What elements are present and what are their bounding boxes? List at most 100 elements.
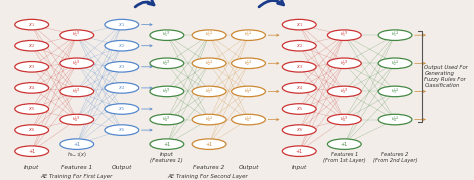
- Circle shape: [60, 114, 94, 125]
- Text: $k_1^{(1)}$: $k_1^{(1)}$: [73, 30, 81, 40]
- Circle shape: [15, 62, 48, 72]
- Text: $x_5$: $x_5$: [118, 105, 125, 113]
- Text: $x_5$: $x_5$: [28, 105, 35, 113]
- Circle shape: [328, 114, 361, 125]
- Circle shape: [60, 86, 94, 97]
- Circle shape: [328, 58, 361, 69]
- Text: $x_6$: $x_6$: [28, 126, 35, 134]
- Text: $k_4^{(2)}$: $k_4^{(2)}$: [391, 114, 400, 125]
- Circle shape: [105, 19, 139, 30]
- Text: +1: +1: [28, 149, 35, 154]
- Text: $x_1$: $x_1$: [296, 21, 303, 29]
- Text: Output: Output: [111, 165, 132, 170]
- Circle shape: [150, 114, 184, 125]
- Circle shape: [283, 146, 316, 156]
- Text: $k_3^{(1)}$: $k_3^{(1)}$: [73, 86, 81, 97]
- Text: $k_3^{(2)}$: $k_3^{(2)}$: [205, 86, 214, 97]
- Text: +1: +1: [296, 149, 303, 154]
- Circle shape: [15, 19, 48, 30]
- Circle shape: [60, 30, 94, 40]
- Circle shape: [15, 104, 48, 114]
- Text: $x_6$: $x_6$: [118, 126, 125, 134]
- Text: $k_2^{(2)}$: $k_2^{(2)}$: [391, 58, 400, 69]
- Text: Input: Input: [24, 165, 39, 170]
- Text: $k_2^{(1)}$: $k_2^{(1)}$: [163, 58, 171, 69]
- Text: $h_{k-1}(x)$: $h_{k-1}(x)$: [67, 150, 87, 159]
- Circle shape: [232, 114, 265, 125]
- Circle shape: [150, 30, 184, 40]
- Circle shape: [283, 62, 316, 72]
- Circle shape: [15, 40, 48, 51]
- Circle shape: [192, 114, 226, 125]
- Circle shape: [15, 125, 48, 135]
- Circle shape: [283, 19, 316, 30]
- Text: Output Used For
Generating
Fuzzy Rules For
Classification: Output Used For Generating Fuzzy Rules F…: [424, 65, 468, 88]
- Text: +1: +1: [206, 142, 213, 147]
- Circle shape: [378, 58, 412, 69]
- Circle shape: [378, 86, 412, 97]
- Circle shape: [378, 30, 412, 40]
- Circle shape: [105, 83, 139, 93]
- Text: $x_1$: $x_1$: [28, 21, 35, 29]
- Circle shape: [283, 104, 316, 114]
- Text: $x_6$: $x_6$: [296, 126, 303, 134]
- Text: $x_1$: $x_1$: [118, 21, 125, 29]
- Circle shape: [232, 30, 265, 40]
- Circle shape: [192, 139, 226, 149]
- Circle shape: [15, 146, 48, 156]
- Text: $x_5$: $x_5$: [296, 105, 303, 113]
- Text: $k_4^{(1)}$: $k_4^{(1)}$: [340, 114, 349, 125]
- Text: Output: Output: [238, 165, 259, 170]
- Text: +1: +1: [163, 142, 171, 147]
- Text: Features 2
(From 2nd Layer): Features 2 (From 2nd Layer): [373, 152, 417, 163]
- Circle shape: [150, 86, 184, 97]
- Text: $x_3$: $x_3$: [118, 63, 125, 71]
- Text: $k_4^{(2)}$: $k_4^{(2)}$: [244, 114, 253, 125]
- Text: Input: Input: [292, 165, 307, 170]
- Text: $k_1^{(2)}$: $k_1^{(2)}$: [244, 30, 253, 40]
- Text: $k_2^{(1)}$: $k_2^{(1)}$: [340, 58, 349, 69]
- Text: +1: +1: [341, 142, 348, 147]
- Circle shape: [60, 139, 94, 149]
- Text: $k_2^{(1)}$: $k_2^{(1)}$: [73, 58, 81, 69]
- Circle shape: [192, 86, 226, 97]
- Text: $k_3^{(1)}$: $k_3^{(1)}$: [340, 86, 349, 97]
- Text: Features 1: Features 1: [61, 165, 92, 170]
- Text: $k_4^{(1)}$: $k_4^{(1)}$: [73, 114, 81, 125]
- Text: $k_3^{(2)}$: $k_3^{(2)}$: [391, 86, 400, 97]
- Circle shape: [150, 58, 184, 69]
- Circle shape: [328, 30, 361, 40]
- Circle shape: [60, 58, 94, 69]
- Text: $k_1^{(2)}$: $k_1^{(2)}$: [205, 30, 214, 40]
- Text: $k_3^{(2)}$: $k_3^{(2)}$: [244, 86, 253, 97]
- Text: Features 2: Features 2: [193, 165, 225, 170]
- Circle shape: [15, 83, 48, 93]
- Text: $x_3$: $x_3$: [296, 63, 303, 71]
- Circle shape: [105, 125, 139, 135]
- Text: Input
(Features 1): Input (Features 1): [151, 152, 183, 163]
- Text: $x_2$: $x_2$: [118, 42, 125, 50]
- Circle shape: [328, 139, 361, 149]
- Circle shape: [283, 83, 316, 93]
- Circle shape: [232, 86, 265, 97]
- Text: $x_4$: $x_4$: [118, 84, 125, 92]
- Circle shape: [105, 62, 139, 72]
- Text: $x_4$: $x_4$: [296, 84, 303, 92]
- Text: $k_4^{(2)}$: $k_4^{(2)}$: [205, 114, 214, 125]
- Circle shape: [105, 40, 139, 51]
- Circle shape: [192, 58, 226, 69]
- Circle shape: [328, 86, 361, 97]
- Text: Features 1
(From 1st Layer): Features 1 (From 1st Layer): [323, 152, 365, 163]
- Circle shape: [283, 125, 316, 135]
- Text: $k_4^{(1)}$: $k_4^{(1)}$: [163, 114, 171, 125]
- Text: $k_2^{(2)}$: $k_2^{(2)}$: [244, 58, 253, 69]
- Text: $k_1^{(1)}$: $k_1^{(1)}$: [340, 30, 349, 40]
- Circle shape: [378, 114, 412, 125]
- Text: $k_1^{(1)}$: $k_1^{(1)}$: [163, 30, 171, 40]
- Text: $k_3^{(1)}$: $k_3^{(1)}$: [163, 86, 171, 97]
- Text: AE Training For Second Layer: AE Training For Second Layer: [167, 174, 248, 179]
- Circle shape: [283, 40, 316, 51]
- Text: AE Training For First Layer: AE Training For First Layer: [41, 174, 113, 179]
- Circle shape: [150, 139, 184, 149]
- Text: $x_3$: $x_3$: [28, 63, 35, 71]
